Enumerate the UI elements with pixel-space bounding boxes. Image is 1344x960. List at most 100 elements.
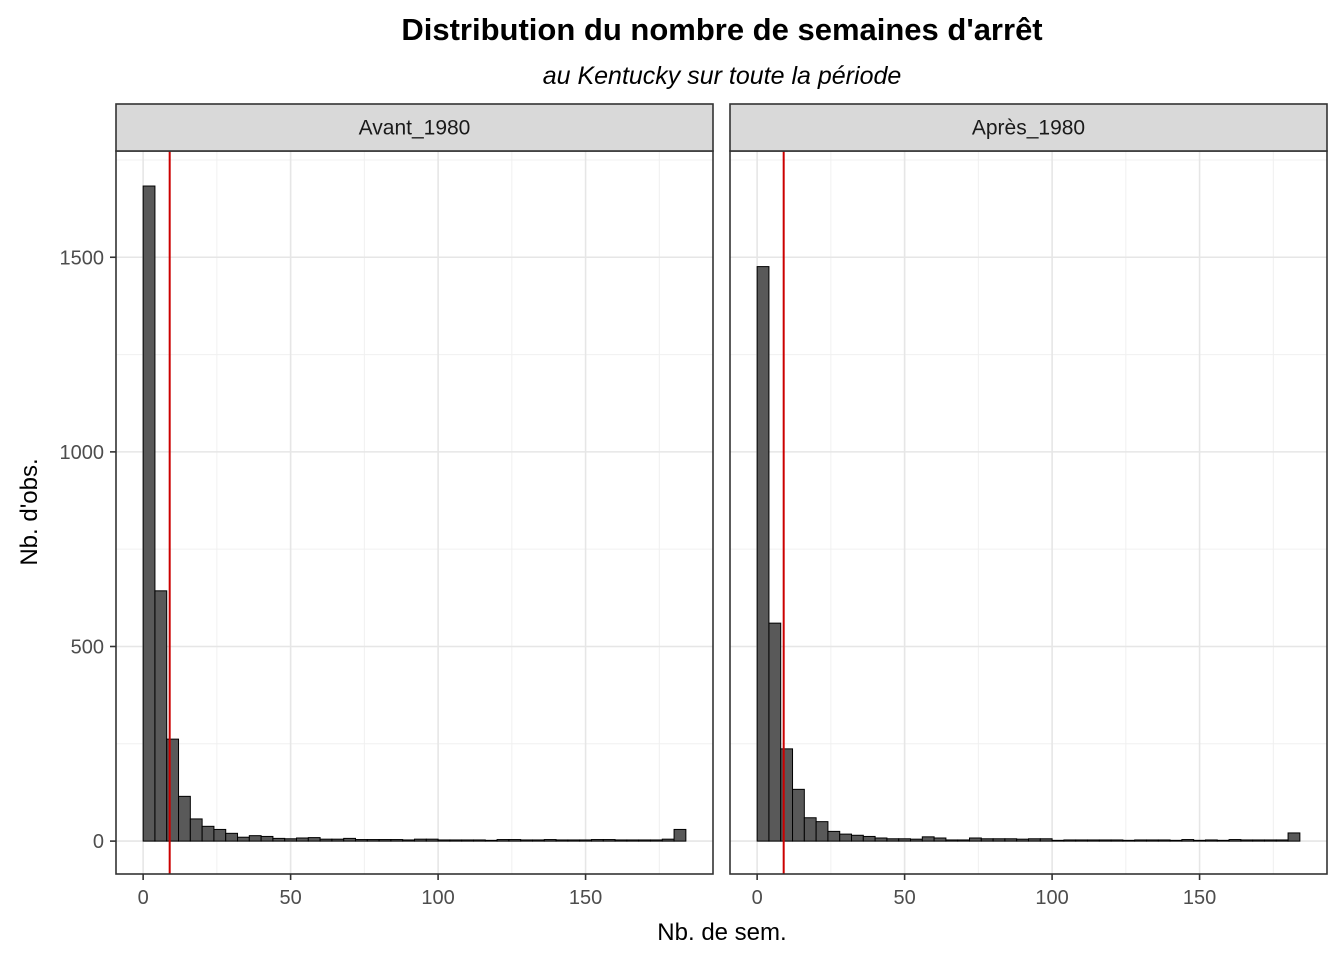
histogram-bar: [248, 835, 262, 842]
histogram-bar: [1075, 839, 1088, 842]
histogram-bar: [756, 266, 770, 842]
histogram-bar: [1240, 839, 1254, 842]
histogram-bar: [461, 839, 474, 842]
histogram-bar: [355, 839, 368, 842]
histogram-bar: [1157, 839, 1171, 842]
histogram-bar: [189, 818, 203, 842]
histogram-bar: [1287, 832, 1301, 842]
histogram-bar: [201, 825, 215, 842]
histogram-bar: [402, 839, 415, 842]
histogram-bar: [1039, 838, 1053, 842]
histogram-bar: [331, 838, 345, 842]
histogram-bar: [886, 838, 900, 842]
histogram-bar: [414, 838, 427, 842]
facet-strip-label: Après_1980: [972, 117, 1085, 140]
histogram-bar: [1263, 839, 1277, 842]
x-tick-label: 0: [752, 887, 763, 909]
histogram-bar: [378, 839, 392, 842]
histogram-bar: [933, 837, 947, 842]
histogram-bar: [484, 839, 498, 842]
histogram-bar: [862, 835, 876, 842]
histogram-bar: [1181, 839, 1195, 842]
histogram-bar: [579, 839, 592, 842]
histogram-bar: [827, 830, 841, 842]
histogram-bar: [768, 622, 782, 842]
histogram-bar: [496, 839, 510, 842]
histogram-bar: [390, 839, 404, 842]
histogram-bar: [225, 832, 239, 842]
histogram-bar: [1169, 839, 1183, 842]
histogram-bar: [614, 839, 628, 842]
panel-background: [116, 151, 713, 874]
histogram-bar: [1051, 839, 1065, 842]
y-tick-label: 500: [71, 636, 104, 658]
histogram-bar: [1228, 839, 1242, 842]
histogram-bar: [1004, 838, 1018, 842]
histogram-bar: [1134, 839, 1147, 842]
histogram-bar: [307, 837, 321, 842]
histogram-bar: [472, 839, 486, 842]
histogram-bar: [638, 839, 651, 842]
histogram-bar: [874, 837, 888, 842]
histogram-bar: [555, 839, 569, 842]
histogram-bar: [425, 838, 439, 842]
histogram-bar: [296, 837, 309, 842]
y-tick-label: 1000: [60, 442, 105, 464]
histogram-bar: [803, 817, 817, 842]
x-tick-label: 0: [138, 887, 149, 909]
histogram-bar: [851, 834, 864, 842]
histogram-bar: [142, 185, 156, 842]
panel-background: [730, 151, 1327, 874]
histogram-bar: [815, 821, 829, 842]
histogram-bar: [213, 828, 227, 842]
histogram-bar: [1063, 839, 1077, 842]
histogram-bar: [602, 839, 616, 842]
histogram-bar: [1193, 839, 1206, 842]
histogram-bar: [780, 748, 794, 842]
histogram-bar: [649, 839, 663, 842]
histogram-bar: [945, 839, 959, 842]
histogram-bar: [1216, 839, 1230, 842]
histogram-bar: [661, 838, 675, 842]
facet-strip-label: Avant_1980: [359, 117, 471, 140]
histogram-bar: [543, 839, 557, 842]
x-axis-label: Nb. de sem.: [657, 919, 786, 946]
histogram-bar: [957, 839, 971, 842]
x-tick-label: 50: [893, 887, 915, 909]
chart-subtitle: au Kentucky sur toute la période: [543, 62, 902, 90]
histogram-bar: [921, 836, 935, 842]
histogram-bar: [437, 839, 451, 842]
histogram-bar: [260, 835, 274, 842]
histogram-bar: [1275, 839, 1289, 842]
histogram-bar: [980, 838, 994, 842]
histogram-bar: [531, 839, 545, 842]
histogram-bar: [567, 839, 581, 842]
histogram-bar: [1122, 839, 1136, 842]
facet-strip: [729, 103, 1328, 152]
histogram-bar: [237, 836, 250, 842]
histogram-bar: [792, 788, 805, 842]
x-tick-label: 50: [279, 887, 301, 909]
histogram-bar: [992, 838, 1006, 842]
panel-1: Après_1980 0 50 100 150: [729, 103, 1328, 909]
histogram-bar: [154, 590, 168, 842]
histogram-bar: [1204, 839, 1218, 842]
histogram-bar: [343, 837, 357, 842]
histogram-bar: [1016, 838, 1030, 842]
histogram-bar: [508, 839, 522, 842]
y-tick-label: 0: [93, 831, 104, 853]
histogram-bar: [673, 828, 687, 842]
histogram-bar: [969, 837, 982, 842]
histogram-bar: [284, 838, 298, 842]
facet-strip: [115, 103, 714, 152]
x-tick-label: 150: [1183, 887, 1216, 909]
histogram-bar: [839, 833, 853, 842]
histogram-bar: [1145, 839, 1159, 842]
histogram-bar: [178, 795, 191, 842]
y-tick-label: 1500: [60, 247, 105, 269]
histogram-bar: [590, 839, 604, 842]
histogram-bar: [272, 837, 286, 842]
